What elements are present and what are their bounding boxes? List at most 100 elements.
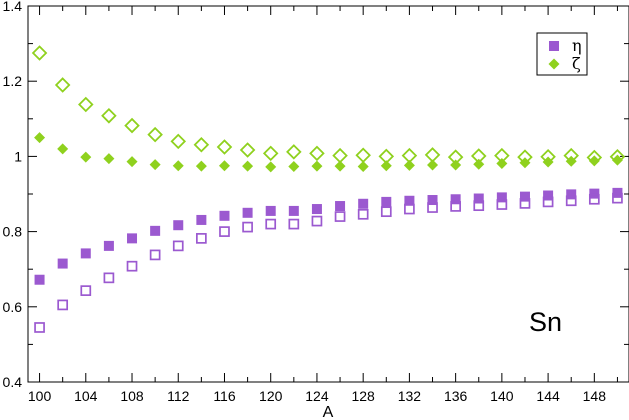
data-point-square-filled: [173, 220, 184, 231]
data-point-square-open: [265, 218, 277, 230]
x-axis-title: A: [323, 404, 334, 420]
panel-label-sn: Sn: [529, 307, 562, 337]
data-point-square-filled: [242, 207, 253, 218]
data-point-square-open: [380, 206, 392, 218]
data-point-diamond-open: [540, 149, 556, 165]
y-tick-label: 0.4: [3, 374, 23, 390]
data-point-diamond-filled: [149, 159, 161, 171]
y-tick-label: 0.8: [3, 224, 23, 240]
data-point-square-open: [565, 195, 577, 207]
data-point-diamond-open: [101, 108, 117, 124]
x-tick-label: 140: [490, 388, 514, 404]
x-tick-label: 144: [536, 388, 560, 404]
data-point-diamond-open: [31, 45, 48, 61]
data-point-diamond-open: [355, 147, 371, 164]
x-tick-label: 128: [351, 388, 375, 404]
data-point-diamond-filled: [288, 161, 300, 173]
data-point-diamond-open: [286, 144, 302, 160]
data-point-diamond-filled: [334, 160, 346, 172]
y-tick-label: 1.4: [3, 0, 23, 14]
data-point-square-filled: [150, 225, 161, 236]
data-point-square-open: [311, 215, 323, 227]
data-point-diamond-open: [124, 117, 140, 134]
data-point-diamond-filled: [265, 161, 277, 173]
x-tick-label: 132: [398, 388, 422, 404]
data-point-square-filled: [219, 210, 230, 221]
data-point-diamond-filled: [34, 132, 46, 144]
data-point-diamond-open: [447, 149, 464, 165]
data-point-diamond-open: [609, 149, 626, 165]
data-point-diamond-open: [332, 147, 348, 164]
data-point-square-open: [242, 221, 253, 233]
data-point-diamond-open: [170, 133, 187, 150]
x-tick-label: 124: [305, 388, 329, 404]
x-tick-label: 100: [28, 388, 52, 404]
y-tick-label: 0.6: [3, 299, 23, 315]
data-point-square-open: [80, 285, 92, 296]
data-point-diamond-filled: [242, 160, 254, 172]
x-tick-label: 148: [583, 388, 607, 404]
data-point-diamond-filled: [380, 160, 392, 172]
data-point-diamond-filled: [80, 151, 92, 163]
data-point-square-open: [196, 233, 207, 244]
data-point-square-filled: [427, 195, 438, 206]
data-point-diamond-filled: [103, 153, 115, 165]
data-point-diamond-open: [563, 147, 579, 164]
data-point-diamond-open: [470, 148, 487, 164]
y-tick-label: 1.2: [3, 73, 23, 89]
data-point-square-filled: [566, 189, 577, 200]
data-point-square-open: [172, 240, 184, 252]
data-point-diamond-filled: [427, 159, 439, 171]
legend-label: ζ: [572, 54, 581, 73]
data-point-diamond-filled: [611, 154, 623, 166]
data-point-square-filled: [358, 198, 369, 209]
axis-ticks: 100 104 108 112 116 120 124 128 132 136 140 144 148 0…: [3, 0, 629, 404]
data-point-square-open: [57, 299, 69, 311]
data-point-diamond-open: [239, 142, 256, 158]
data-point-diamond-open: [586, 149, 603, 166]
data-point-square-filled: [404, 195, 415, 206]
data-point-square-open: [404, 203, 415, 215]
legend-marker-square-filled: [549, 41, 559, 51]
data-point-square-open: [496, 199, 508, 210]
data-point-diamond-filled: [588, 155, 600, 167]
data-point-diamond-open: [216, 139, 233, 155]
x-tick-label: 136: [444, 388, 468, 404]
legend-marker-diamond-filled: [548, 58, 560, 70]
y-tick-label: 1: [14, 148, 22, 164]
data-point-square-open: [219, 226, 230, 237]
data-point-square-filled: [381, 196, 392, 207]
data-point-square-filled: [496, 192, 507, 203]
data-point-square-open: [357, 208, 369, 220]
data-point-square-filled: [473, 193, 484, 204]
x-tick-label: 112: [167, 388, 190, 404]
data-point-square-open: [612, 192, 623, 204]
data-point-diamond-open: [309, 145, 325, 162]
data-point-diamond-open: [424, 147, 441, 163]
x-tick-label: 116: [213, 388, 236, 404]
data-point-square-open: [149, 249, 161, 261]
data-point-diamond-open: [193, 136, 210, 153]
data-point-diamond-filled: [172, 160, 184, 172]
data-point-diamond-open: [517, 149, 533, 165]
data-point-diamond-filled: [450, 159, 462, 171]
data-point-square-open: [450, 201, 461, 212]
data-point-diamond-filled: [496, 158, 508, 170]
data-point-square-open: [473, 200, 485, 212]
x-tick-label: 120: [259, 388, 283, 404]
legend-box: [536, 32, 588, 76]
legend-label: η: [572, 36, 582, 55]
data-point-diamond-open: [401, 147, 418, 164]
data-point-diamond-filled: [126, 156, 138, 168]
x-tick-label: 108: [120, 388, 144, 404]
data-point-diamond-filled: [57, 143, 69, 155]
legend: ηζ: [536, 32, 588, 76]
data-point-diamond-filled: [311, 160, 323, 172]
x-tick-label: 104: [74, 388, 98, 404]
data-point-square-open: [34, 322, 45, 333]
data-point-diamond-open: [78, 96, 94, 113]
data-point-square-filled: [196, 214, 207, 225]
data-point-square-open: [334, 211, 346, 222]
data-point-diamond-open: [54, 77, 71, 93]
data-point-diamond-filled: [403, 159, 415, 171]
